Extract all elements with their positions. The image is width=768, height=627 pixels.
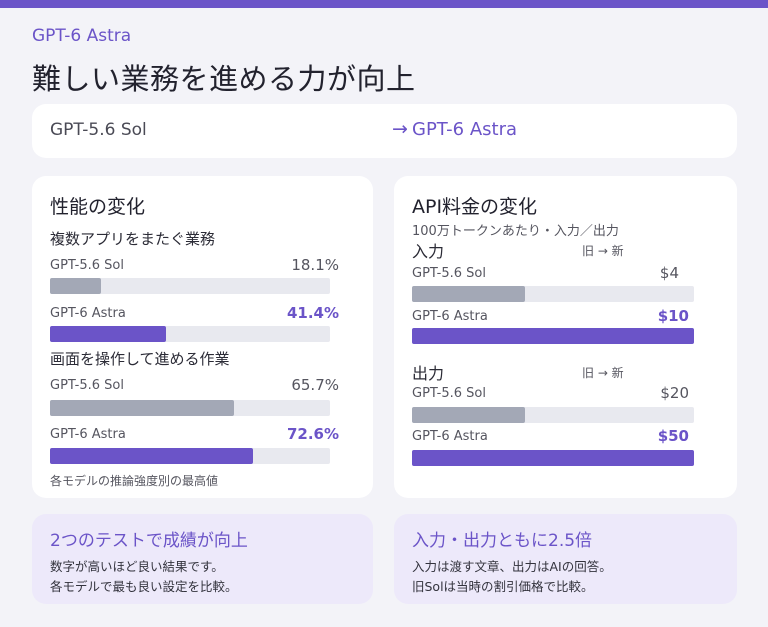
bar-track — [50, 278, 330, 294]
bar-value: 18.1% — [291, 256, 339, 274]
top-accent-bar — [0, 0, 768, 8]
bar-track — [50, 448, 330, 464]
bar-label: GPT-6 Astra — [412, 429, 488, 444]
bar-value: $20 — [660, 384, 689, 402]
pricing-subtitle: 100万トークンあたり・入力／出力 — [412, 224, 619, 239]
bar-fill — [50, 400, 234, 416]
old-model-name: GPT-5.6 Sol — [50, 120, 147, 140]
bar-label: GPT-6 Astra — [412, 309, 488, 324]
bar-value: $50 — [657, 427, 689, 445]
bar-track — [50, 400, 330, 416]
bar-value: $4 — [659, 264, 679, 282]
old-new-legend: 旧 → 新 — [582, 366, 624, 380]
bar-label: GPT-5.6 Sol — [50, 258, 124, 273]
old-new-legend: 旧 → 新 — [582, 244, 624, 258]
bar-track — [50, 326, 330, 342]
bar-value: 65.7% — [291, 376, 339, 394]
bar-label: GPT-6 Astra — [50, 306, 126, 321]
bar-fill — [412, 286, 525, 302]
pricing-summary-note: 入力・出力ともに2.5倍 入力は渡す文章、出力はAIの回答。 旧Solは当時の割… — [394, 514, 737, 604]
performance-card: 性能の変化 複数アプリをまたぐ業務 GPT-5.6 Sol 18.1% GPT-… — [32, 176, 373, 498]
bar-track — [412, 407, 694, 423]
bar-fill — [50, 448, 253, 464]
performance-group-label: 複数アプリをまたぐ業務 — [50, 230, 216, 248]
eyebrow-model-name: GPT-6 Astra — [32, 26, 132, 46]
bar-track — [412, 286, 694, 302]
bar-fill — [412, 328, 694, 344]
note-line: 数字が高いほど良い結果です。 — [50, 559, 224, 574]
bar-label: GPT-5.6 Sol — [412, 386, 486, 401]
bar-fill — [412, 407, 525, 423]
performance-group-label: 画面を操作して進める作業 — [50, 350, 230, 368]
pricing-group-label: 出力 — [412, 364, 445, 383]
bar-fill — [50, 326, 166, 342]
note-line: 旧Solは当時の割引価格で比較。 — [412, 579, 594, 594]
pricing-title: API料金の変化 — [412, 196, 538, 218]
pricing-group-label: 入力 — [412, 242, 445, 261]
bar-label: GPT-5.6 Sol — [50, 378, 124, 393]
bar-label: GPT-6 Astra — [50, 427, 126, 442]
note-line: 各モデルで最も良い設定を比較。 — [50, 579, 238, 594]
note-line: 入力は渡す文章、出力はAIの回答。 — [412, 559, 612, 574]
right-arrow-icon: → — [392, 118, 408, 140]
bar-value: $10 — [657, 307, 689, 325]
new-model-name: GPT-6 Astra — [412, 119, 517, 140]
bar-track — [412, 328, 694, 344]
bar-track — [412, 450, 694, 466]
note-title: 2つのテストで成績が向上 — [50, 531, 248, 551]
note-title: 入力・出力ともに2.5倍 — [412, 531, 593, 551]
page-headline: 難しい業務を進める力が向上 — [32, 62, 416, 96]
pricing-card: API料金の変化 100万トークンあたり・入力／出力 入力 旧 → 新 GPT-… — [394, 176, 737, 498]
performance-summary-note: 2つのテストで成績が向上 数字が高いほど良い結果です。 各モデルで最も良い設定を… — [32, 514, 373, 604]
bar-value: 72.6% — [286, 425, 339, 443]
performance-footnote: 各モデルの推論強度別の最高値 — [50, 474, 219, 488]
bar-label: GPT-5.6 Sol — [412, 266, 486, 281]
model-comparison-card: GPT-5.6 Sol → GPT-6 Astra — [32, 104, 737, 158]
performance-title: 性能の変化 — [50, 196, 146, 218]
bar-fill — [412, 450, 694, 466]
bar-fill — [50, 278, 101, 294]
bar-value: 41.4% — [286, 304, 339, 322]
